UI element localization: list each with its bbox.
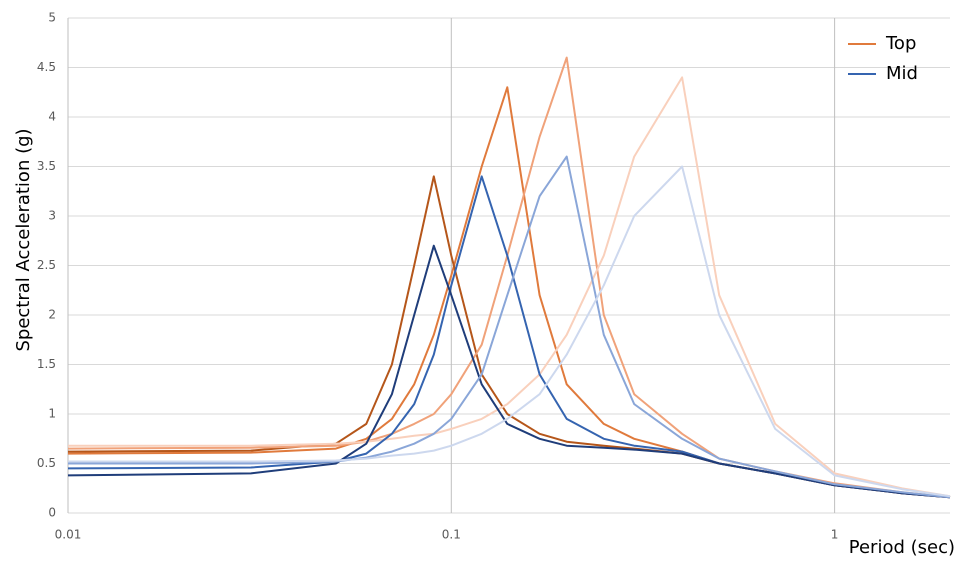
y-tick-label: 2 bbox=[48, 308, 56, 322]
y-tick-label: 4 bbox=[48, 110, 56, 124]
x-tick-label: 0.1 bbox=[442, 528, 461, 542]
legend-text: Top bbox=[885, 33, 916, 54]
series-line bbox=[67, 56, 951, 499]
series-line bbox=[67, 244, 951, 499]
x-tick-label: 1 bbox=[831, 528, 839, 542]
y-tick-label: 2.5 bbox=[37, 258, 56, 272]
y-tick-label: 1.5 bbox=[37, 357, 56, 371]
y-tick-label: 1 bbox=[48, 407, 56, 421]
y-tick-label: 3 bbox=[48, 209, 56, 223]
y-tick-label: 5 bbox=[48, 11, 56, 25]
legend-text: Mid bbox=[886, 63, 918, 84]
y-tick-label: 3.5 bbox=[37, 159, 56, 173]
y-axis-title: Spectral Acceleration (g) bbox=[13, 128, 34, 351]
y-tick-label: 0.5 bbox=[37, 456, 56, 470]
series-line bbox=[68, 155, 951, 499]
x-axis-title: Period (sec) bbox=[849, 537, 955, 558]
x-tick-label: 0.01 bbox=[55, 528, 82, 542]
series-line bbox=[67, 175, 951, 499]
series-line bbox=[67, 175, 951, 499]
y-tick-label: 0 bbox=[48, 506, 56, 520]
y-tick-label: 4.5 bbox=[37, 60, 56, 74]
series-line bbox=[68, 76, 951, 498]
series-line bbox=[68, 165, 951, 498]
